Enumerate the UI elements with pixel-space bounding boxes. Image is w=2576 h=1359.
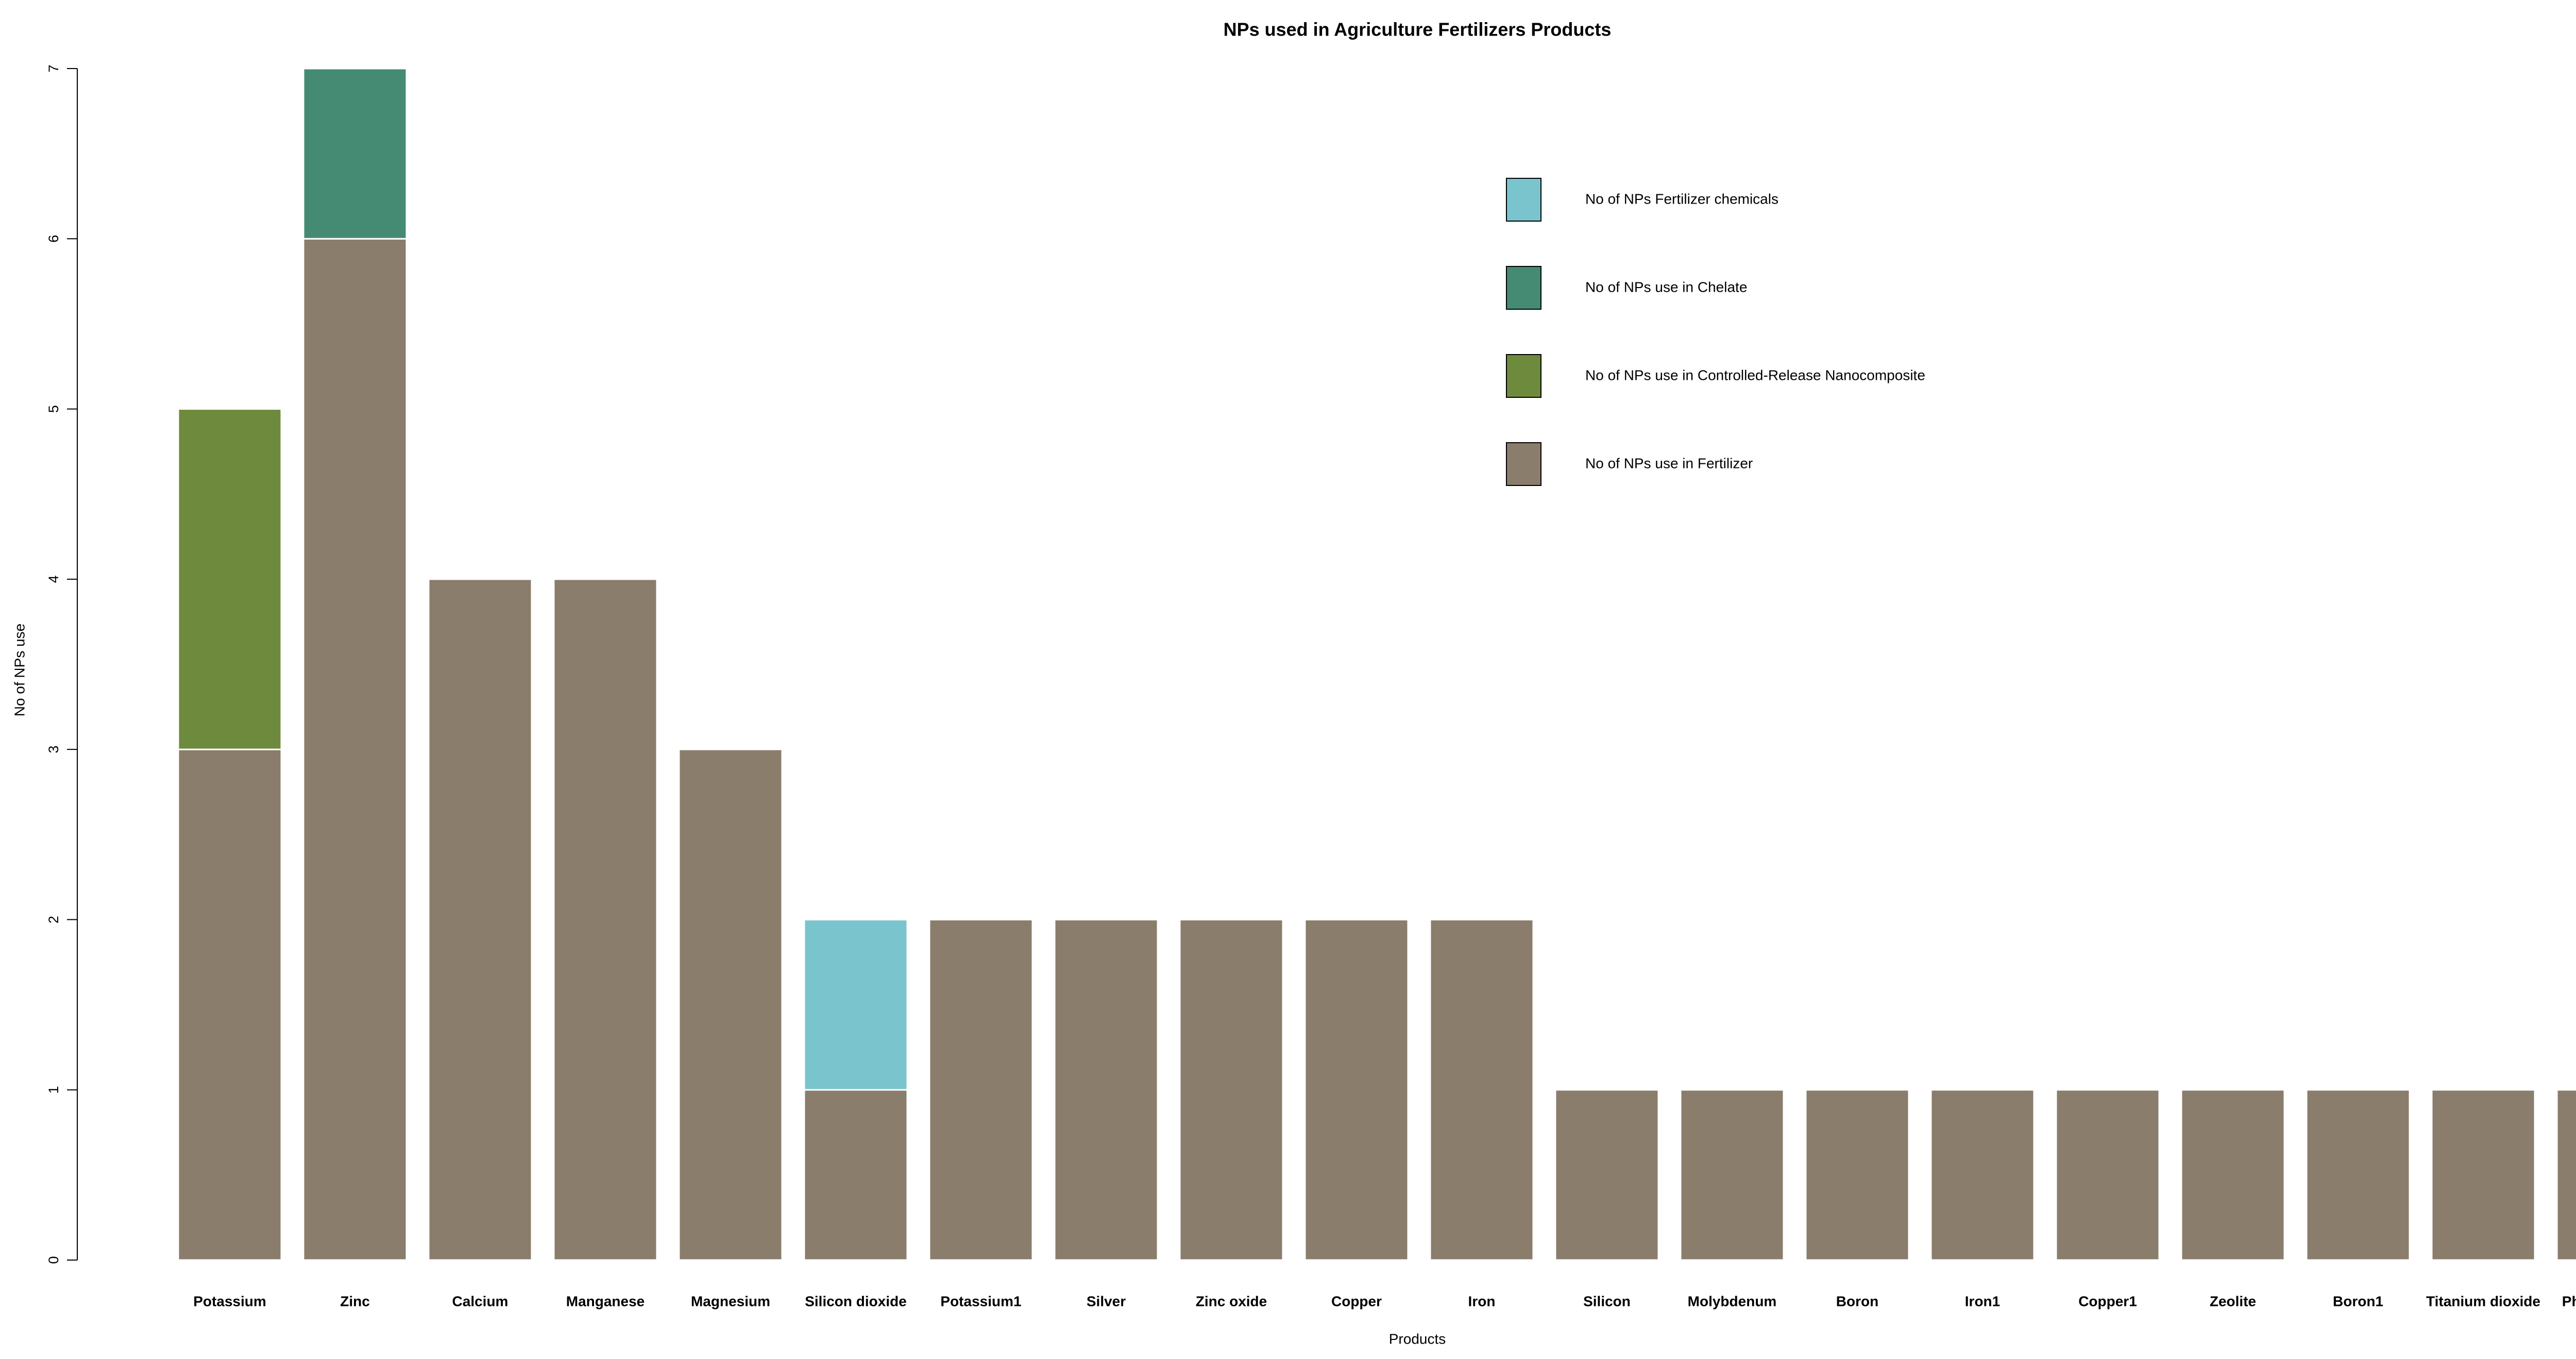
x-tick-label: Titanium dioxide <box>2426 1293 2540 1309</box>
bar-segment <box>678 748 783 1261</box>
x-tick-label: Copper <box>1331 1293 1382 1309</box>
bar-segment <box>1429 918 1534 1261</box>
y-tick-label: 0 <box>46 1256 61 1264</box>
bar-segment <box>1805 1089 1910 1261</box>
legend-label: No of NPs use in Chelate <box>1585 279 1747 295</box>
bar-segment <box>2306 1089 2411 1261</box>
x-tick-label: Silicon <box>1583 1293 1631 1309</box>
bar-segment <box>1179 918 1284 1261</box>
x-tick-label: Potassium1 <box>940 1293 1021 1309</box>
x-tick-label: Molybdenum <box>1688 1293 1777 1309</box>
x-tick-label: Manganese <box>566 1293 645 1309</box>
y-tick-label: 5 <box>46 405 61 413</box>
bar-segment <box>928 918 1033 1261</box>
x-tick-label: Calcium <box>452 1293 509 1309</box>
bar-segment <box>803 918 908 1091</box>
bar-segment <box>1680 1089 1785 1261</box>
legend-label: No of NPs Fertilizer chemicals <box>1585 191 1778 207</box>
bar-segment <box>2556 1089 2576 1261</box>
bar-segment <box>1554 1089 1659 1261</box>
bar-segment <box>803 1089 908 1261</box>
x-tick-label: Zinc <box>340 1293 370 1309</box>
bar-segment <box>177 408 282 750</box>
bar-segment <box>177 748 282 1261</box>
y-tick-label: 3 <box>46 746 61 753</box>
legend-swatch <box>1506 442 1541 486</box>
y-tick-label: 6 <box>46 235 61 243</box>
y-axis-label: No of NPs use <box>11 624 27 717</box>
x-tick-label: Boron <box>1836 1293 1878 1309</box>
bar-segment <box>2055 1089 2160 1261</box>
x-tick-label: Copper1 <box>2078 1293 2137 1309</box>
bar-segment <box>428 578 533 1261</box>
bar-segment <box>302 238 408 1261</box>
bar-segment <box>553 578 658 1261</box>
x-tick-label: Magnesium <box>691 1293 770 1309</box>
legend-swatch <box>1506 354 1541 398</box>
legend-label: No of NPs use in Fertilizer <box>1585 455 1753 471</box>
legend-label: No of NPs use in Controlled-Release Nano… <box>1585 367 1925 383</box>
x-tick-label: Silver <box>1087 1293 1126 1309</box>
x-tick-label: Phosphorous <box>2562 1293 2576 1309</box>
x-axis-label: Products <box>1389 1331 1446 1347</box>
bar-segment <box>1930 1089 2035 1261</box>
y-tick-label: 2 <box>46 916 61 924</box>
legend-swatch <box>1506 178 1541 222</box>
bar-segment <box>2431 1089 2536 1261</box>
x-tick-label: Boron1 <box>2333 1293 2383 1309</box>
x-tick-label: Zeolite <box>2210 1293 2256 1309</box>
y-tick-label: 7 <box>46 64 61 72</box>
x-tick-label: Iron <box>1468 1293 1496 1309</box>
chart-title: NPs used in Agriculture Fertilizers Prod… <box>1224 19 1612 40</box>
x-tick-label: Iron1 <box>1965 1293 2000 1309</box>
bar-segment <box>1304 918 1409 1261</box>
y-tick-label: 4 <box>46 575 61 583</box>
x-tick-label: Silicon dioxide <box>805 1293 907 1309</box>
x-tick-label: Zinc oxide <box>1196 1293 1267 1309</box>
bar-segment <box>302 68 408 240</box>
y-tick-label: 1 <box>46 1086 61 1094</box>
bar-segment <box>2180 1089 2285 1261</box>
x-tick-label: Potassium <box>193 1293 266 1309</box>
bar-segment <box>1054 918 1159 1261</box>
legend-swatch <box>1506 266 1541 310</box>
